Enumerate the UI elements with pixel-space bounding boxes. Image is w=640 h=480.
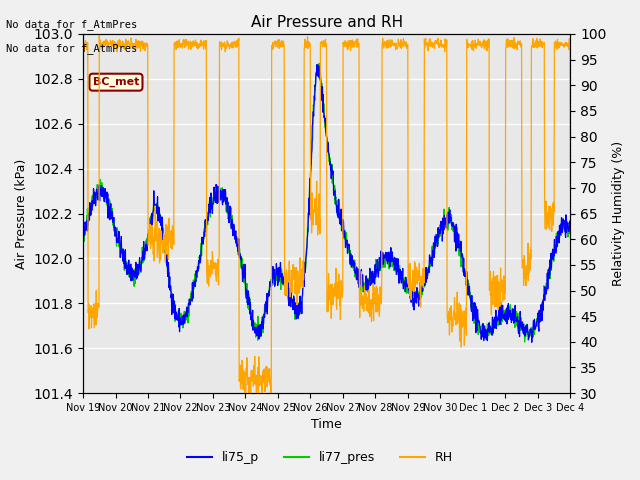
Legend: li75_p, li77_pres, RH: li75_p, li77_pres, RH [182, 446, 458, 469]
Text: BC_met: BC_met [93, 77, 139, 87]
Title: Air Pressure and RH: Air Pressure and RH [251, 15, 403, 30]
Text: No data for f_AtmPres: No data for f_AtmPres [6, 19, 138, 30]
Text: No data for f_AtmPres: No data for f_AtmPres [6, 43, 138, 54]
Y-axis label: Relativity Humidity (%): Relativity Humidity (%) [612, 141, 625, 286]
Y-axis label: Air Pressure (kPa): Air Pressure (kPa) [15, 158, 28, 269]
X-axis label: Time: Time [311, 419, 342, 432]
